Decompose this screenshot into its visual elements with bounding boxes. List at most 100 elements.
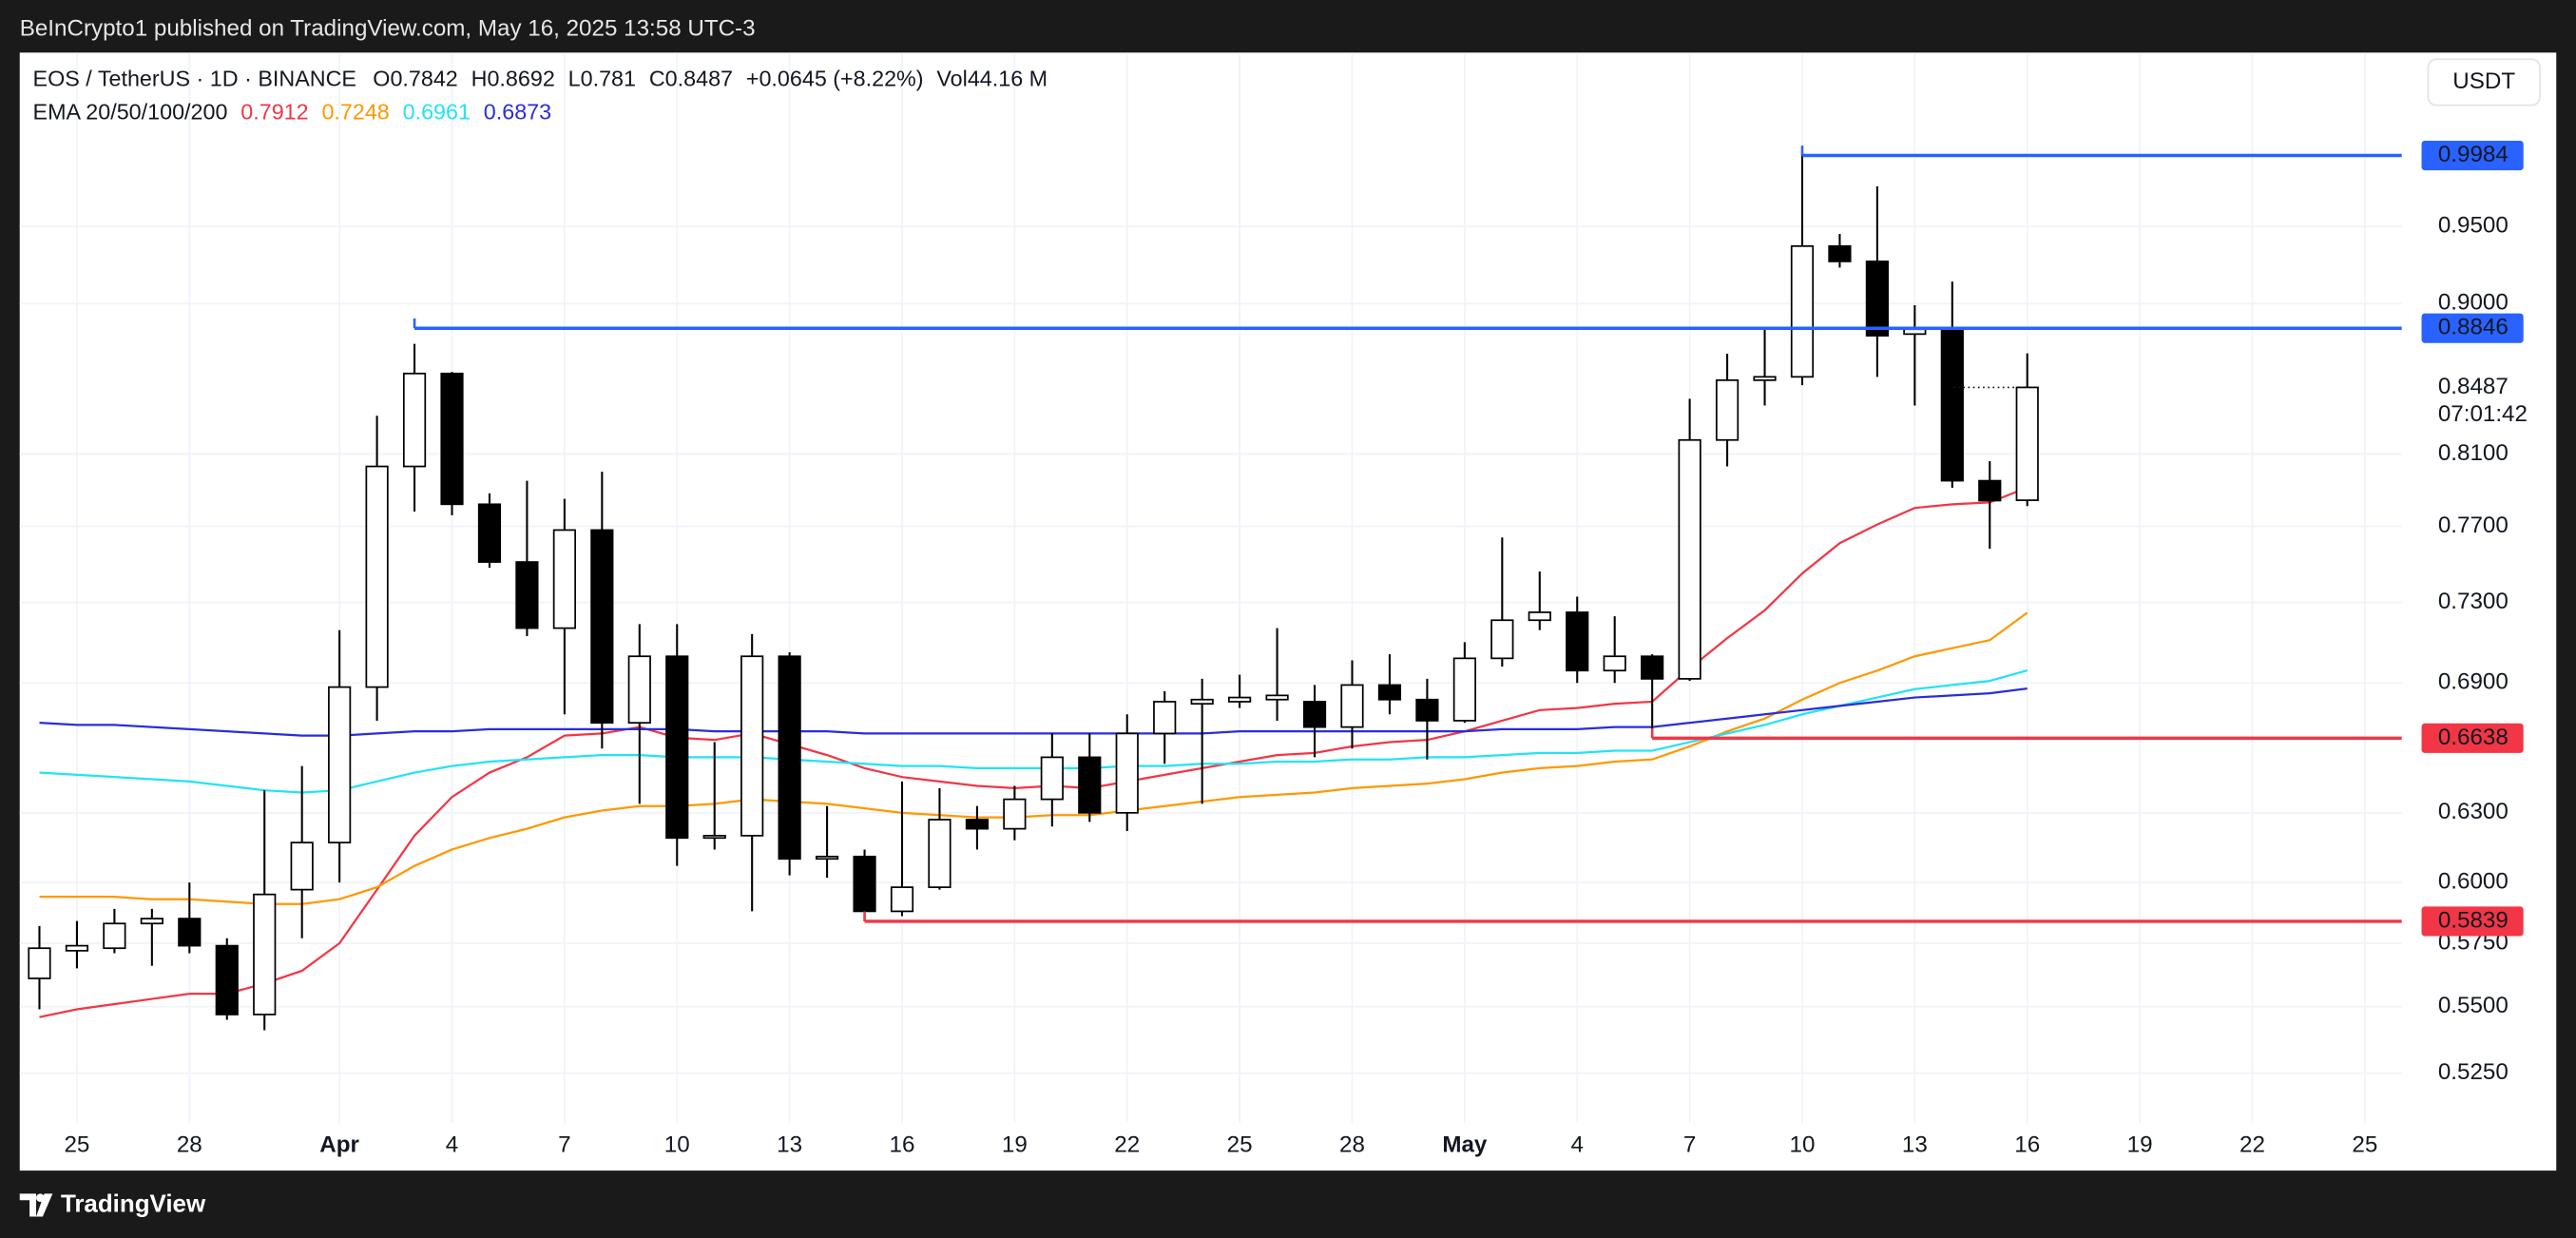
logo-dot xyxy=(36,1193,45,1202)
y-tick-label: 0.7300 xyxy=(2438,589,2509,614)
x-tick-label: 13 xyxy=(1902,1132,1928,1158)
publish-header: BeInCrypto1 published on TradingView.com… xyxy=(20,16,756,42)
high-value: 0.8692 xyxy=(487,67,554,91)
candle-body xyxy=(1040,756,1064,801)
candle-body xyxy=(778,655,801,861)
x-tick-label: 7 xyxy=(1683,1132,1696,1158)
candle-body xyxy=(1265,694,1289,701)
level-label-box xyxy=(2421,140,2524,171)
candle-body xyxy=(1415,698,1439,722)
candle-body xyxy=(627,655,651,725)
candle-body xyxy=(1978,479,2002,502)
last-price-label: 0.8487 xyxy=(2438,374,2509,399)
currency[interactable]: USDT xyxy=(2452,68,2515,94)
candle-body xyxy=(1678,438,1701,680)
y-tick-label: 0.7700 xyxy=(2438,513,2509,538)
candle-body xyxy=(1641,655,1664,680)
y-tick-label: 0.9500 xyxy=(2438,213,2509,239)
candle-body xyxy=(853,855,876,913)
ema-value: 0.6873 xyxy=(484,99,551,124)
ema-value: 0.6961 xyxy=(403,99,471,124)
footer-brand: TradingView xyxy=(61,1190,206,1217)
legend-ema: EMA 20/50/100/200 0.7912 0.7248 0.6961 0.687… xyxy=(33,99,552,124)
x-tick-label: 25 xyxy=(64,1132,89,1158)
close-label: C xyxy=(649,67,665,91)
x-tick-label: 22 xyxy=(2240,1132,2265,1158)
candle-body xyxy=(1340,684,1364,728)
low-value: 0.781 xyxy=(581,67,636,91)
logo-icon xyxy=(19,1193,53,1217)
candle-body xyxy=(740,655,764,837)
x-tick-label: 28 xyxy=(1339,1132,1365,1158)
legend-main: EOS / TetherUS · 1D · BINANCE O0.7842 H0.8… xyxy=(33,67,1048,91)
candle-body xyxy=(140,918,163,925)
x-tick-label: 28 xyxy=(177,1132,202,1158)
change: +0.0645 (+8.22%) xyxy=(746,67,924,91)
candle-body xyxy=(1115,732,1139,814)
open-value: 0.7842 xyxy=(390,67,457,91)
candle-body xyxy=(103,922,126,950)
candle-body xyxy=(515,561,539,629)
plot-area xyxy=(28,145,2402,1031)
candle-body xyxy=(253,893,277,1016)
x-tick-label: 25 xyxy=(2352,1132,2377,1158)
y-tick-label: 0.5500 xyxy=(2438,993,2509,1018)
candle-body xyxy=(890,886,914,913)
candle-body xyxy=(1452,657,1476,722)
candle-body xyxy=(1302,701,1327,728)
level-label-box xyxy=(2421,906,2524,937)
axes: 0.52500.55000.57500.60000.63000.69000.73… xyxy=(64,140,2528,1158)
ema-label: EMA 20/50/100/200 xyxy=(33,99,228,124)
candle-body xyxy=(1566,611,1589,672)
level-label: 0.8846 xyxy=(2438,315,2509,340)
candle-body xyxy=(215,944,239,1016)
countdown: 07:01:42 xyxy=(2438,401,2528,427)
x-tick-label: 25 xyxy=(1227,1132,1253,1158)
candle-body xyxy=(178,918,202,947)
x-tick-label: May xyxy=(1442,1132,1488,1158)
candle-body xyxy=(965,819,990,830)
candle-body xyxy=(1753,376,1777,381)
candle-body xyxy=(402,372,427,468)
ema-line xyxy=(39,668,2028,794)
open-label: O xyxy=(373,67,390,91)
x-tick-label: 4 xyxy=(446,1132,458,1158)
candle-body xyxy=(290,841,314,891)
level-label: 0.5839 xyxy=(2438,907,2509,933)
candle-body xyxy=(1377,684,1402,701)
y-tick-label: 0.6000 xyxy=(2438,868,2509,894)
y-tick-label: 0.9000 xyxy=(2438,290,2509,316)
currency-button[interactable] xyxy=(2427,58,2541,106)
x-tick-label: Apr xyxy=(319,1132,359,1158)
candle-body xyxy=(440,372,464,506)
x-tick-label: 4 xyxy=(1571,1132,1584,1158)
level-label: 0.9984 xyxy=(2438,142,2509,167)
candle-body xyxy=(552,529,576,629)
chart-panel xyxy=(19,52,2557,1171)
footer-logo xyxy=(19,1193,53,1217)
candle-body xyxy=(1528,611,1551,622)
x-tick-label: 19 xyxy=(1002,1132,1028,1158)
candle-body xyxy=(1078,756,1102,814)
candle-body xyxy=(2015,386,2039,501)
candle-body xyxy=(1153,701,1177,735)
candle-body xyxy=(1190,698,1214,706)
candle-body xyxy=(1003,798,1027,830)
y-tick-label: 0.6900 xyxy=(2438,669,2509,695)
y-tick-label: 0.6300 xyxy=(2438,799,2509,824)
ema-value: 0.7248 xyxy=(321,99,389,124)
candle-body xyxy=(365,465,389,688)
candle-body xyxy=(1715,378,1740,441)
candle-body xyxy=(590,529,614,725)
candle-body xyxy=(65,944,89,952)
candle-body xyxy=(702,834,726,840)
level-label: 0.6638 xyxy=(2438,725,2509,750)
ema-value: 0.7912 xyxy=(240,99,308,124)
candle-body xyxy=(477,503,502,563)
candle-body xyxy=(1865,261,1889,337)
volume-value: 44.16 M xyxy=(968,67,1048,91)
x-tick-label: 19 xyxy=(2127,1132,2153,1158)
x-tick-label: 22 xyxy=(1114,1132,1140,1158)
